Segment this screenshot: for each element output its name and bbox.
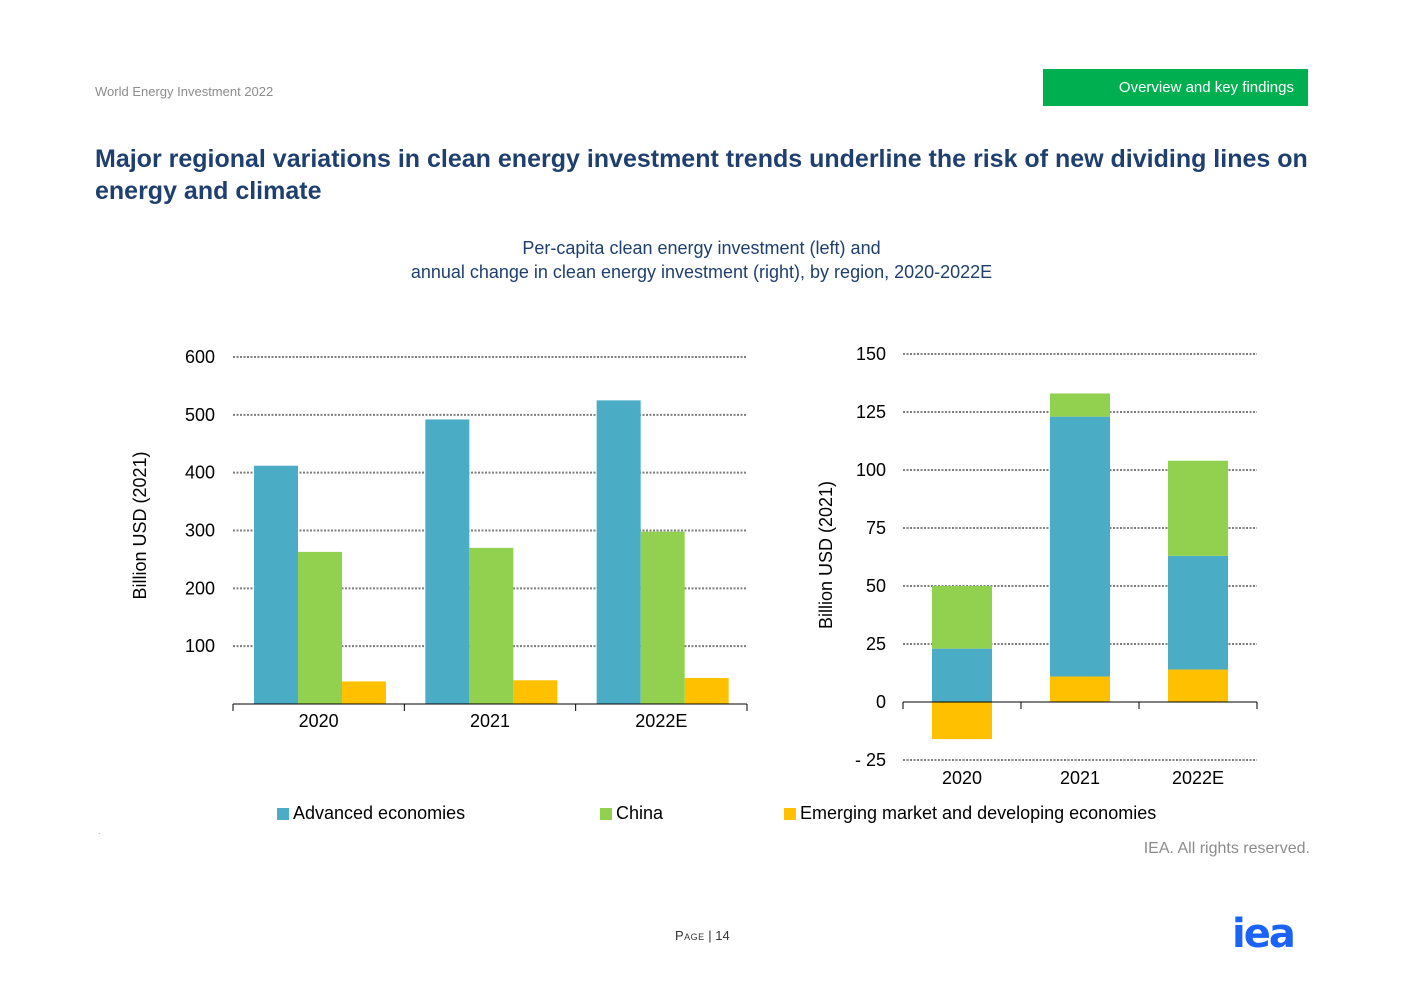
chart1-y-tick-label: 400 xyxy=(185,463,215,483)
chart1-bar-advanced-2022E xyxy=(596,400,641,704)
chart1-bar-china-2022E xyxy=(640,531,685,704)
chart2-bar-advanced-2021 xyxy=(1050,416,1110,677)
figure-subtitle: Per-capita clean energy investment (left… xyxy=(200,236,1203,284)
legend-swatch-advanced xyxy=(277,807,289,820)
chart1-y-tick-label: 500 xyxy=(185,405,215,425)
chart2-bar-china-2022E xyxy=(1168,460,1228,556)
chart2-y-tick-label: 0 xyxy=(876,692,886,712)
chart2-bar-china-2020 xyxy=(932,586,992,649)
chart2-bar-emerging-2021 xyxy=(1050,676,1110,702)
chart2-bar-emerging-2020 xyxy=(932,702,992,740)
chart2-y-tick-label: 150 xyxy=(856,344,886,364)
chart1-bar-advanced-2020 xyxy=(254,465,298,704)
chart2-y-tick-label: - 25 xyxy=(855,750,886,770)
footnote-dot: . xyxy=(98,826,101,836)
chart1-bar-emerging-2022E xyxy=(684,677,729,704)
chart2-x-tick-label: 2020 xyxy=(942,768,982,788)
chart2-y-tick-label: 50 xyxy=(866,576,886,596)
page-title: Major regional variations in clean energ… xyxy=(95,145,1308,205)
chart1-bar-china-2020 xyxy=(298,551,342,704)
legend-item-emerging: Emerging market and developing economies xyxy=(784,803,1156,824)
legend-swatch-emerging xyxy=(784,807,796,820)
iea-logo-text: iea xyxy=(1232,916,1294,952)
chart1-bar-emerging-2020 xyxy=(342,681,386,704)
chart1-y-tick-label: 300 xyxy=(185,521,215,541)
iea-logo: iea xyxy=(1232,916,1296,952)
report-name: World Energy Investment 2022 xyxy=(95,84,274,99)
page-separator: | xyxy=(704,928,716,943)
legend-swatch-china xyxy=(600,807,612,820)
figure-subtitle-line-2: annual change in clean energy investment… xyxy=(410,262,993,282)
figure-subtitle-line-1: Per-capita clean energy investment (left… xyxy=(522,238,881,258)
chart1-y-tick-label: 100 xyxy=(185,636,215,656)
chart1-x-tick-label: 2022E xyxy=(635,711,687,731)
chart1-x-tick-label: 2021 xyxy=(470,711,510,731)
legend-label-emerging: Emerging market and developing economies xyxy=(800,803,1157,823)
page-number-value: 14 xyxy=(715,928,730,943)
chart1-bar-china-2021 xyxy=(469,547,514,704)
chart2-y-axis-title: Billion USD (2021) xyxy=(816,481,836,629)
chart2-y-tick-label: 25 xyxy=(866,634,886,654)
chart2-bar-emerging-2022E xyxy=(1168,669,1228,702)
legend-label-advanced: Advanced economies xyxy=(293,803,466,823)
chart1-y-tick-label: 200 xyxy=(185,578,215,598)
section-tag[interactable]: Overview and key findings xyxy=(1043,69,1308,106)
chart1-y-tick-label: 600 xyxy=(185,347,215,367)
chart2-y-tick-label: 75 xyxy=(866,518,886,538)
chart2-x-tick-label: 2022E xyxy=(1172,768,1224,788)
chart1-x-tick-label: 2020 xyxy=(299,711,339,731)
chart2-y-tick-label: 100 xyxy=(856,460,886,480)
rights-notice: IEA. All rights reserved. xyxy=(1143,840,1310,857)
chart2-bar-advanced-2020 xyxy=(932,648,992,702)
chart2-y-tick-label: 125 xyxy=(856,402,886,422)
chart2-bar-advanced-2022E xyxy=(1168,555,1228,670)
chart2-x-tick-label: 2021 xyxy=(1060,768,1100,788)
legend-item-china: China xyxy=(600,803,663,824)
chart1-y-axis-title: Billion USD (2021) xyxy=(130,451,150,599)
page-number: Page | 14 xyxy=(675,928,730,943)
chart1-bar-emerging-2021 xyxy=(513,680,558,704)
legend-item-advanced: Advanced economies xyxy=(277,803,465,824)
chart1-bar-advanced-2021 xyxy=(425,419,470,704)
page-label: Page xyxy=(675,928,705,943)
chart2-bar-china-2021 xyxy=(1050,393,1110,417)
legend-label-china: China xyxy=(616,803,664,823)
